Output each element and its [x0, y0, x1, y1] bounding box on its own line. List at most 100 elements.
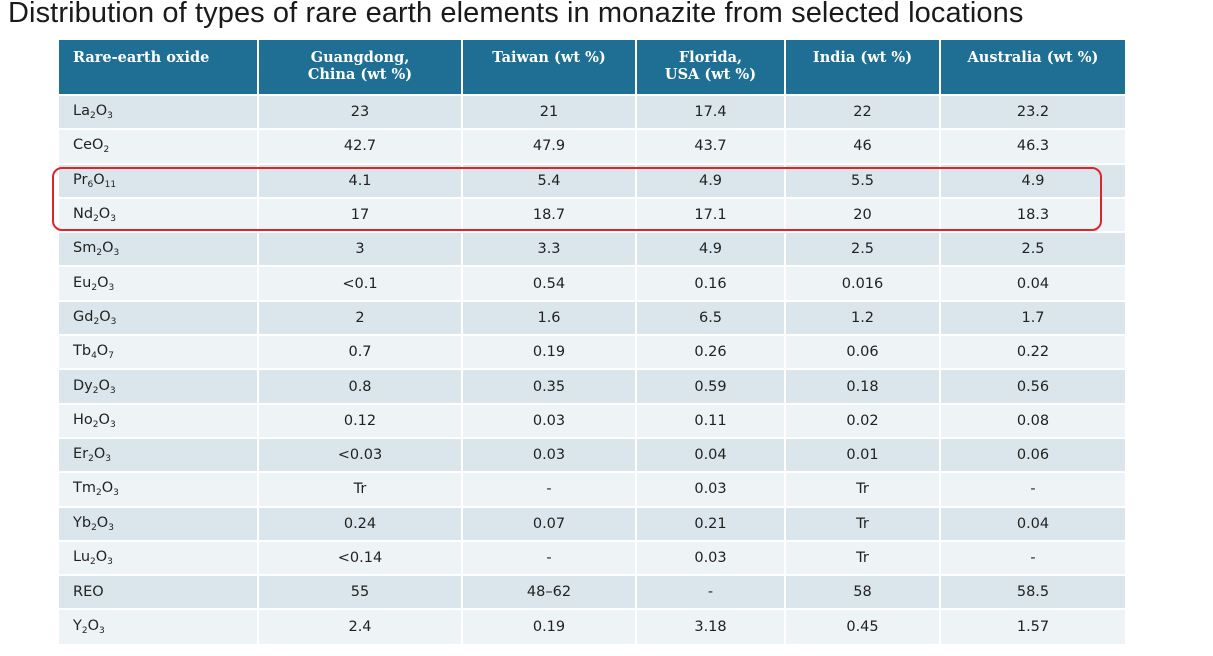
value-cell: - — [636, 574, 786, 610]
table-row: Gd2O3 2 1.6 6.5 1.2 1.7 — [59, 299, 1125, 336]
value-cell: 0.02 — [785, 402, 941, 438]
oxide-subscript: 2 — [92, 385, 99, 396]
table-row: Sm2O3 3 3.3 4.9 2.5 2.5 — [59, 231, 1125, 267]
oxide-subscript: 6 — [87, 179, 94, 190]
value-cell: Tr — [785, 505, 941, 541]
column-header-1: Guangdong, China (wt %) — [258, 40, 463, 95]
oxide-subscript: 2 — [103, 145, 110, 156]
oxide-symbol: REO — [73, 584, 104, 601]
value-cell: - — [940, 471, 1125, 507]
table-row: Yb2O3 0.24 0.07 0.21 Tr 0.04 — [59, 505, 1125, 541]
value-cell: 0.59 — [636, 368, 786, 404]
value-cell: Tr — [785, 471, 941, 507]
table-row: Pr6O11 4.1 5.4 4.9 5.5 4.9 — [59, 162, 1125, 198]
value-cell: 4.9 — [636, 231, 786, 267]
oxide-cell: Er2O3 — [59, 436, 259, 473]
oxide-symbol: O — [98, 206, 111, 223]
value-cell: 1.57 — [940, 608, 1125, 644]
column-header-text: Taiwan (wt %) — [492, 49, 606, 66]
value-cell: 55 — [258, 574, 463, 610]
value-cell: 0.12 — [258, 402, 463, 438]
value-cell: 0.26 — [636, 334, 786, 370]
value-cell: Tr — [258, 471, 463, 507]
value-cell: 0.18 — [785, 368, 941, 404]
table-row: CeO2 42.7 47.9 43.7 46 46.3 — [59, 128, 1125, 164]
value-cell: 0.19 — [462, 608, 637, 644]
column-header-2: Taiwan (wt %) — [462, 40, 637, 95]
value-cell: - — [462, 471, 637, 507]
value-cell: 1.7 — [940, 299, 1125, 336]
oxide-subscript: 2 — [89, 111, 96, 122]
value-cell: 0.7 — [258, 334, 463, 370]
oxide-cell: Pr6O11 — [59, 162, 259, 198]
value-cell: <0.1 — [258, 265, 463, 301]
table-header-row: Rare-earth oxide Guangdong, China (wt %) Ta… — [59, 40, 1125, 95]
oxide-subscript: 3 — [113, 248, 120, 259]
oxide-symbol: Y — [73, 618, 82, 635]
oxide-subscript: 3 — [107, 111, 113, 122]
oxide-symbol: O — [98, 377, 110, 394]
value-cell: 0.08 — [940, 402, 1125, 438]
oxide-symbol: Er — [73, 446, 89, 463]
oxide-subscript: 11 — [104, 179, 117, 190]
value-cell: 0.21 — [636, 505, 786, 541]
column-header-3: Florida, USA (wt %) — [636, 40, 786, 95]
value-cell: 0.24 — [258, 505, 463, 541]
oxide-symbol: O — [96, 343, 109, 360]
value-cell: 17.4 — [636, 93, 786, 130]
value-cell: 5.4 — [462, 162, 637, 198]
oxide-cell: Nd2O3 — [59, 196, 259, 233]
value-cell: 58.5 — [940, 574, 1125, 610]
value-cell: 42.7 — [258, 128, 463, 164]
value-cell: - — [940, 539, 1125, 576]
column-header-text: Guangdong, — [310, 49, 410, 66]
value-cell: 23.2 — [940, 93, 1125, 130]
column-header-text: Florida, — [678, 49, 743, 66]
oxide-symbol: Ho — [73, 411, 93, 428]
value-cell: 20 — [785, 196, 941, 233]
value-cell: 2.5 — [785, 231, 941, 267]
value-cell: 1.6 — [462, 299, 637, 336]
oxide-cell: Gd2O3 — [59, 299, 259, 336]
value-cell: - — [462, 539, 637, 576]
oxide-subscript: 3 — [113, 488, 119, 499]
value-cell: 0.04 — [940, 505, 1125, 541]
oxide-symbol: Gd — [73, 308, 94, 325]
oxide-subscript: 3 — [105, 454, 112, 465]
oxide-subscript: 2 — [88, 454, 94, 465]
oxide-symbol: Eu — [73, 274, 92, 291]
oxide-symbol: Lu — [73, 549, 91, 565]
value-cell: 0.01 — [785, 436, 941, 473]
oxide-symbol: Sm — [73, 240, 97, 257]
value-cell: 17 — [258, 196, 463, 233]
value-cell: 48–62 — [462, 574, 637, 610]
value-cell: 0.016 — [785, 265, 941, 301]
value-cell: 22 — [785, 93, 941, 130]
table-row: Ho2O3 0.12 0.03 0.11 0.02 0.08 — [59, 402, 1125, 438]
oxide-subscript: 2 — [91, 282, 98, 293]
oxide-cell: Eu2O3 — [59, 265, 259, 301]
value-cell: 3.18 — [636, 608, 786, 644]
oxide-symbol: O — [87, 618, 100, 635]
value-cell: 47.9 — [462, 128, 637, 164]
value-cell: 4.1 — [258, 162, 463, 198]
oxide-symbol: Tb — [73, 343, 92, 360]
oxide-cell: La2O3 — [59, 93, 259, 130]
oxide-subscript: 3 — [108, 282, 115, 293]
oxide-subscript: 2 — [93, 214, 99, 225]
value-cell: 6.5 — [636, 299, 786, 336]
value-cell: 2.5 — [940, 231, 1125, 267]
value-cell: 4.9 — [940, 162, 1125, 198]
table-row: Er2O3 <0.03 0.03 0.04 0.01 0.06 — [59, 436, 1125, 473]
oxide-subscript: 2 — [93, 316, 100, 327]
column-header-text: Rare-earth oxide — [73, 49, 210, 66]
value-cell: 0.11 — [636, 402, 786, 438]
oxide-subscript: 2 — [96, 248, 103, 259]
oxide-subscript: 3 — [107, 557, 113, 567]
oxide-symbol: CeO — [73, 137, 104, 154]
oxide-subscript: 3 — [110, 214, 116, 225]
value-cell: 0.06 — [940, 436, 1125, 473]
oxide-cell: Lu2O3 — [59, 539, 259, 576]
oxide-subscript: 3 — [109, 419, 116, 430]
oxide-subscript: 3 — [99, 626, 105, 637]
